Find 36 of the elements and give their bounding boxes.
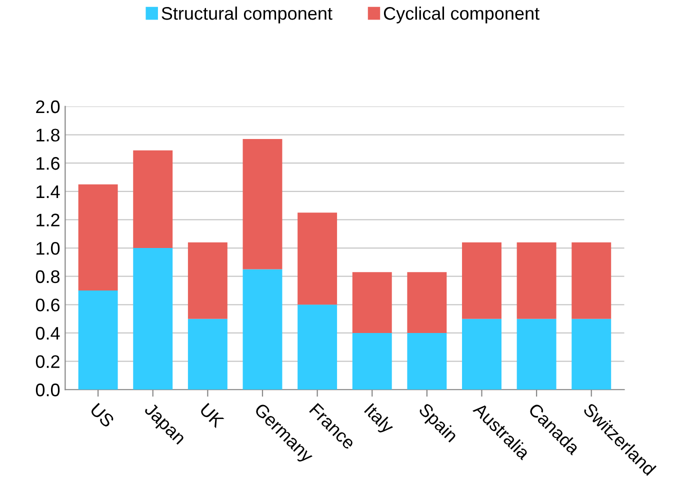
y-tick-label: 1.4	[36, 186, 60, 198]
bar	[407, 272, 447, 333]
bar	[516, 318, 556, 390]
x-tick-label: US	[90, 402, 115, 428]
legend-label: Cyclical component	[384, 6, 540, 24]
bar	[78, 290, 118, 390]
bar	[352, 332, 392, 390]
bar	[133, 248, 173, 390]
x-tick-label: UK	[199, 402, 225, 428]
bar	[462, 242, 502, 319]
x-tick-label: Italy	[361, 402, 396, 437]
bar	[78, 184, 118, 291]
y-tick-label: 0.6	[36, 298, 60, 312]
y-tick-label: 1.2	[36, 214, 60, 226]
y-tick-label: 1.8	[36, 128, 60, 142]
bar	[516, 242, 556, 319]
y-tick-label: 0.4	[36, 326, 60, 340]
bar	[133, 150, 173, 248]
y-tick-label: 1.6	[36, 157, 60, 170]
bar	[572, 318, 612, 390]
y-tick-label: 0.8	[36, 270, 60, 284]
bar	[188, 318, 228, 390]
y-tick-label: 1.0	[36, 242, 60, 255]
bar	[188, 242, 228, 319]
bar	[298, 304, 338, 390]
bar	[407, 332, 447, 390]
bar	[352, 272, 392, 333]
legend-label: Structural component	[162, 6, 332, 24]
y-tick-label: 0.2	[36, 355, 60, 368]
bar	[298, 212, 338, 305]
y-tick-label: 0.0	[36, 384, 60, 396]
bar	[242, 269, 282, 390]
y-tick-label: 2.0	[36, 100, 60, 114]
bar	[572, 242, 612, 319]
bar	[242, 139, 282, 270]
bar	[462, 318, 502, 390]
